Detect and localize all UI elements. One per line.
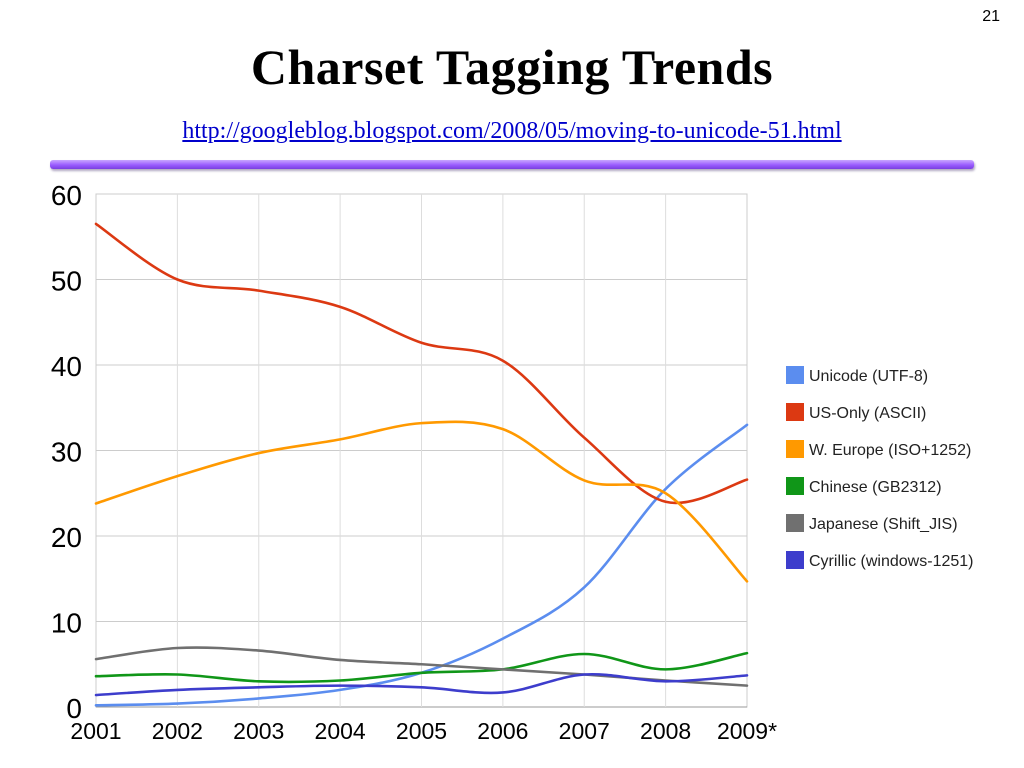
x-tick-label: 2006 [477,718,528,744]
x-tick-label: 2003 [233,718,284,744]
legend-swatch [786,551,804,569]
x-axis-ticks: 2001 2002 2003 2004 2005 2006 2007 2008 2009* [70,718,777,744]
legend-label: Cyrillic (windows-1251) [809,553,973,570]
legend-label: Unicode (UTF-8) [809,368,928,385]
grid-lines [96,193,747,708]
series-line-5 [94,672,749,697]
y-tick-label: 60 [51,180,82,211]
slide-number: 21 [982,8,1000,25]
y-tick-label: 50 [51,266,82,297]
x-tick-label: 2002 [152,718,203,744]
series-line-1 [94,222,749,505]
legend-label: US-Only (ASCII) [809,405,926,422]
x-tick-label: 2001 [70,718,121,744]
legend-label: Japanese (Shift_JIS) [809,516,958,533]
x-tick-label: 2004 [315,718,366,744]
x-tick-label: 2009* [717,718,777,744]
title-divider [50,160,974,169]
legend-label: Chinese (GB2312) [809,479,942,496]
legend: Unicode (UTF-8) US-Only (ASCII) W. Europe … [786,366,973,570]
y-tick-label: 20 [51,522,82,553]
legend-swatch [786,514,804,532]
series-line-2 [94,420,749,583]
legend-swatch [786,403,804,421]
y-tick-label: 10 [51,608,82,639]
y-axis-ticks: 0 10 20 30 40 50 60 [51,180,82,724]
legend-swatch [786,440,804,458]
x-tick-label: 2005 [396,718,447,744]
legend-label: W. Europe (ISO+1252) [809,442,971,459]
y-tick-label: 30 [51,437,82,468]
legend-swatch [786,366,804,384]
x-tick-label: 2007 [559,718,610,744]
y-tick-label: 40 [51,351,82,382]
slide-title: Charset Tagging Trends [250,39,774,95]
y-tick-label: 0 [66,693,82,724]
series-line-3 [94,651,749,684]
series-lines [94,222,749,707]
x-tick-label: 2008 [640,718,691,744]
source-link[interactable]: http://googleblog.blogspot.com/2008/05/m… [182,118,842,144]
legend-swatch [786,477,804,495]
